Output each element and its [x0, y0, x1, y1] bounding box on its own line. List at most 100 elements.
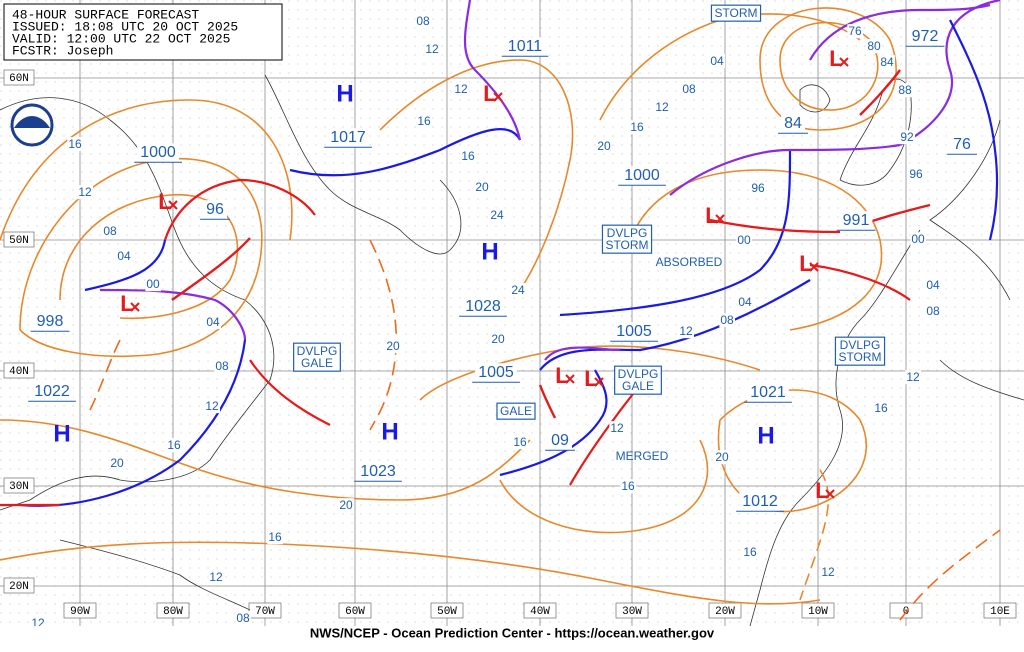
- low-center-cross: [715, 214, 725, 224]
- isobar-label: 76: [848, 24, 862, 38]
- isobar-label-bg: [235, 611, 251, 626]
- isobar-label-bg: [415, 14, 431, 29]
- isobar-label-bg: [77, 185, 93, 200]
- pressure-label-box: [613, 322, 655, 342]
- isobar-label: 96: [909, 167, 923, 181]
- low-center: L: [584, 366, 597, 391]
- pressure-label-box: [327, 128, 369, 148]
- latitude-label: 30N: [9, 481, 29, 493]
- pressure-label-box: [950, 135, 974, 155]
- pressure-label: 1022: [34, 383, 70, 400]
- isobar-label-bg: [102, 224, 118, 239]
- annotation-box: [710, 4, 762, 22]
- latitude-label-box: [3, 577, 35, 594]
- coastlines: [0, 74, 1024, 627]
- annotation: ABSORBED: [656, 255, 723, 269]
- isobar-label: 08: [926, 304, 940, 318]
- pressure-label-box: [31, 382, 73, 402]
- isobar-label-bg: [596, 139, 612, 154]
- latitude-label: 50N: [9, 235, 29, 247]
- isobar-label: 08: [103, 224, 117, 238]
- isobar-label-bg: [737, 295, 753, 310]
- isobar-label: 08: [215, 359, 229, 373]
- isobar-label-bg: [866, 39, 882, 54]
- annotation: DVLPG STORM: [605, 226, 648, 252]
- latitude-label-box: [3, 477, 35, 494]
- header-line: FCSTR: Joseph: [12, 43, 113, 58]
- pressure-label-box: [621, 166, 663, 186]
- longitude-label: 20W: [715, 606, 735, 618]
- isobar-label: 92: [900, 130, 914, 144]
- longitude-label: 10W: [808, 606, 828, 618]
- low-center: L: [120, 291, 133, 316]
- isobar-label-bg: [925, 278, 941, 293]
- isobar-label: 16: [461, 149, 475, 163]
- isobar-label: 96: [751, 181, 765, 195]
- isobar-label: 12: [821, 565, 835, 579]
- longitude-label-box: [708, 602, 742, 619]
- isobar-label-bg: [654, 100, 670, 115]
- isobar-label-bg: [145, 277, 161, 292]
- isobar-label: 12: [425, 42, 439, 56]
- low-center: L: [483, 81, 496, 106]
- isobar-label: 08: [236, 611, 250, 625]
- isobar-label: 12: [679, 324, 693, 338]
- pressure-label: 1021: [750, 384, 786, 401]
- longitude-label-box: [889, 602, 923, 619]
- pressure-label: 1012: [742, 493, 778, 510]
- pressure-label-box: [475, 363, 517, 383]
- annotation: STORM: [714, 6, 757, 20]
- pressure-label-box: [462, 297, 504, 317]
- isobar-label: 08: [416, 14, 430, 28]
- pressure-label-box: [548, 431, 572, 451]
- isobar-label: 16: [621, 479, 635, 493]
- longitude-label: 50W: [437, 606, 457, 618]
- isobar-label-bg: [750, 181, 766, 196]
- pressure-label: 1005: [478, 364, 514, 381]
- longitude-label: 10E: [990, 606, 1010, 618]
- high-center: H: [336, 80, 353, 107]
- longitude-label-box: [430, 602, 464, 619]
- isobar-label-bg: [709, 54, 725, 69]
- isobar-label-bg: [620, 479, 636, 494]
- longitude-label: 60W: [345, 606, 365, 618]
- isobar-label-bg: [204, 399, 220, 414]
- isobar-label: 12: [209, 570, 223, 584]
- header-line: 48-HOUR SURFACE FORECAST: [12, 7, 199, 22]
- pressure-label-box: [33, 312, 67, 332]
- low-center-cross: [825, 489, 835, 499]
- pressure-label: 1028: [465, 298, 501, 315]
- isobar-label: 16: [268, 530, 282, 544]
- low-center-cross: [168, 200, 178, 210]
- isobar-label-bg: [736, 233, 752, 248]
- longitude-label: 30W: [622, 606, 642, 618]
- annotation-box: [601, 224, 653, 254]
- isobar-label-bg: [899, 130, 915, 145]
- isobar-label: 12: [454, 82, 468, 96]
- low-center-cross: [565, 374, 575, 384]
- isobar-label-bg: [490, 332, 506, 347]
- pressure-label: 972: [912, 28, 939, 45]
- isobar-label: 00: [737, 233, 751, 247]
- isobar-label: 16: [513, 435, 527, 449]
- map-labels: 1011 1017 1000 96 998 1022 1028 1005 1005 1023 09 1…: [28, 4, 977, 631]
- isobar-label-bg: [267, 530, 283, 545]
- longitude-label-box: [615, 602, 649, 619]
- pressure-label-box: [137, 143, 179, 163]
- isobar-label-bg: [385, 339, 401, 354]
- low-center-cross: [493, 92, 503, 102]
- latitude-label: 60N: [9, 73, 29, 85]
- isobar-label: 12: [78, 185, 92, 199]
- annotation: DVLPG GALE: [297, 344, 338, 370]
- isobar-label: 04: [710, 54, 724, 68]
- isobar-label-bg: [910, 232, 926, 247]
- low-center: L: [158, 189, 171, 214]
- isobar-label: 00: [146, 277, 160, 291]
- isobar-label-bg: [847, 24, 863, 39]
- isobar-label: 24: [511, 283, 525, 297]
- high-center: H: [381, 418, 398, 445]
- isobar-label: 12: [610, 421, 624, 435]
- longitude-label: 40W: [530, 606, 550, 618]
- isobar-label-bg: [925, 304, 941, 319]
